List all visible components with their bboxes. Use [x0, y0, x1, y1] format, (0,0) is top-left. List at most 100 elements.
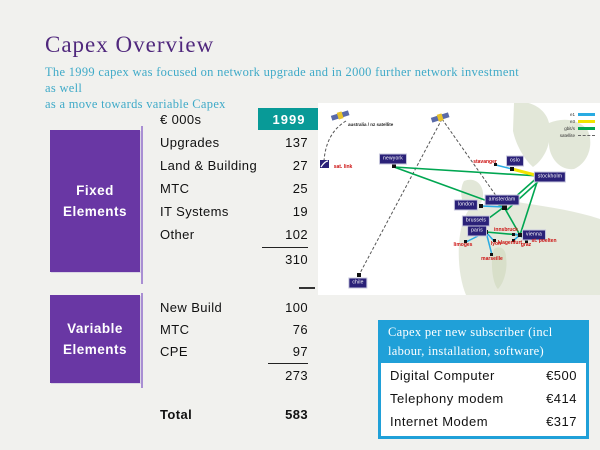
subscriber-row-value: €500 [546, 368, 577, 383]
satellite-icon [330, 110, 350, 121]
row-value: 76 [292, 322, 308, 337]
legend-label: satellite [559, 133, 575, 138]
satellite-links [323, 118, 505, 276]
subscriber-header-line1: Capex per new subscriber (incl [388, 325, 553, 339]
row-value: 27 [292, 158, 308, 173]
map-node-oslo: oslo [507, 156, 523, 166]
subscriber-row: Telephony modem €414 [390, 387, 577, 410]
subscriber-row: Digital Computer €500 [390, 364, 577, 387]
legend-item-gbit: gbit/s [560, 125, 595, 132]
variable-subtotal-value: 273 [285, 368, 308, 383]
map-label-marseille: marseille [481, 256, 503, 262]
subscriber-row-label: Digital Computer [390, 368, 495, 383]
map-label-stpoelten: st. poelten [531, 238, 557, 244]
unit-header: € 000s [160, 112, 202, 127]
row-label: Land & Building [160, 158, 258, 173]
blue-links [465, 164, 534, 256]
map-label-klagenfurt: klagenfurt [497, 240, 523, 246]
table-left-rule-top [141, 126, 143, 284]
fixed-subtotal-row: 310 [160, 251, 308, 268]
yellow-link [511, 167, 540, 178]
row-label: Upgrades [160, 135, 220, 150]
row-label: CPE [160, 344, 188, 359]
fixed-elements-box: Fixed Elements [50, 130, 140, 272]
row-label: New Build [160, 300, 223, 315]
legend-swatch-dashed [578, 135, 595, 136]
row-label: IT Systems [160, 204, 229, 219]
row-label: Other [160, 227, 195, 242]
table-row: MTC 76 [160, 321, 308, 338]
variable-elements-label-line2: Elements [62, 342, 128, 357]
network-map: newyork oslo stockholm amsterdam london … [318, 103, 600, 295]
variable-subtotal-rule [268, 363, 308, 364]
table-row: MTC 25 [160, 180, 308, 197]
network-map-graphic [320, 103, 600, 295]
fixed-elements-label-line2: Elements [62, 204, 128, 219]
variable-elements-box: Variable Elements [50, 295, 140, 383]
map-legend: e1 e3 gbit/s satellite [560, 111, 595, 139]
legend-item-e1: e1 [560, 111, 595, 118]
variable-subtotal-row: 273 [160, 367, 308, 384]
legend-item-e3: e3 [560, 118, 595, 125]
subscriber-row: Internet Modem €317 [390, 410, 577, 433]
fixed-subtotal-value: 310 [285, 252, 308, 267]
map-node-paris: paris [468, 226, 486, 236]
row-value: 100 [285, 300, 308, 315]
subscriber-row-value: €317 [546, 414, 577, 429]
subscriber-header-line2: labour, installation, software) [388, 344, 544, 358]
total-label: Total [160, 407, 193, 422]
variable-elements-label-line1: Variable [67, 321, 123, 336]
satellite-icon [430, 112, 450, 123]
table-row: CPE 97 [160, 343, 308, 360]
table-row: Other 102 [160, 226, 308, 243]
legend-item-satellite: satellite [560, 132, 595, 139]
total-value: 583 [285, 407, 308, 422]
legend-swatch-yellow [578, 120, 595, 123]
table-row: New Build 100 [160, 299, 308, 316]
row-value: 19 [292, 204, 308, 219]
table-unit-header-row: € 000s [160, 111, 308, 128]
row-value: 25 [292, 181, 308, 196]
subscriber-row-label: Telephony modem [390, 391, 504, 406]
map-label-graz: graz [520, 242, 532, 248]
subscriber-capex-box: Capex per new subscriber (incl labour, i… [378, 320, 589, 439]
page-title: Capex Overview [45, 32, 215, 57]
map-node-brussels: brussels [462, 216, 490, 226]
fixed-elements-label-line1: Fixed [76, 183, 114, 198]
map-node-london: london [454, 200, 478, 210]
table-row: Upgrades 137 [160, 134, 308, 151]
map-label-limoges: limoges [453, 242, 473, 248]
map-label-stavanger: stavanger [473, 159, 497, 165]
legend-swatch-green [578, 127, 595, 130]
table-row: Land & Building 27 [160, 157, 308, 174]
legend-label: gbit/s [564, 126, 575, 131]
earth-station-icon [320, 160, 329, 168]
map-node-chile: chile [349, 278, 367, 288]
subtitle-line1: The 1999 capex was focused on network up… [45, 65, 520, 95]
map-node-amsterdam: amsterdam [485, 195, 519, 205]
total-row: Total 583 [160, 406, 308, 423]
legend-swatch-blue [578, 113, 595, 116]
table-row: IT Systems 19 [160, 203, 308, 220]
map-label-satlink: sat. link [333, 164, 353, 170]
subscriber-row-value: €414 [546, 391, 577, 406]
subscriber-box-body: Digital Computer €500 Telephony modem €4… [378, 363, 589, 439]
row-value: 97 [292, 344, 308, 359]
satellite-caption: australia / nz satellite [348, 122, 394, 127]
subscriber-box-header: Capex per new subscriber (incl labour, i… [378, 320, 589, 363]
row-label: MTC [160, 181, 190, 196]
year-header-badge: 1999 [258, 108, 320, 130]
legend-label: e3 [569, 119, 575, 124]
slide-subtitle: The 1999 capex was focused on network up… [45, 64, 525, 112]
fixed-subtotal-rule [262, 247, 308, 248]
table-left-rule-bottom [141, 293, 143, 388]
row-value: 102 [285, 227, 308, 242]
subtitle-line2: as a move towards variable Capex [45, 97, 226, 111]
map-label-innsbruck: innsbruck [494, 227, 518, 233]
subscriber-row-label: Internet Modem [390, 414, 489, 429]
map-node-vienna: vienna [523, 230, 545, 240]
row-label: MTC [160, 322, 190, 337]
map-label-lyon: lyon [490, 241, 502, 247]
map-node-stockholm: stockholm [534, 172, 566, 182]
